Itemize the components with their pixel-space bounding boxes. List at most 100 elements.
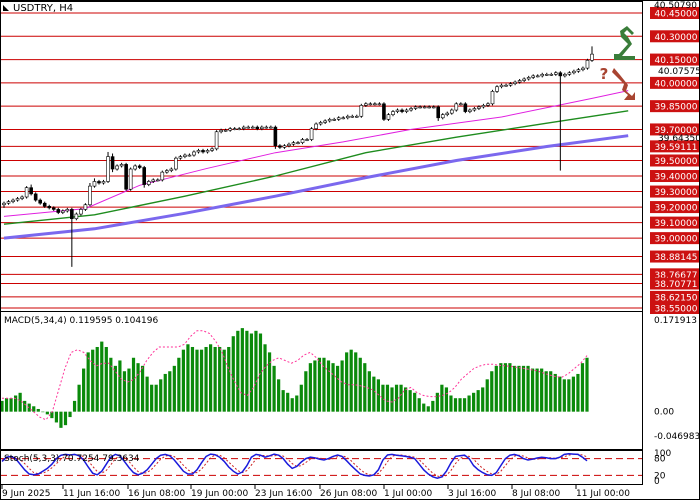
candle-body	[70, 209, 74, 220]
candle	[513, 80, 517, 86]
macd-histogram-bar	[462, 398, 467, 412]
candle-body	[282, 145, 287, 148]
candle-body	[454, 103, 459, 111]
candle	[20, 195, 24, 201]
candle-body	[526, 77, 531, 80]
level-label: 40.45000	[655, 9, 698, 19]
candle	[174, 156, 178, 171]
candle-body	[110, 156, 115, 170]
macd-histogram-bar	[453, 398, 458, 412]
candle-body	[309, 128, 314, 140]
candle-body	[155, 179, 160, 182]
macd-histogram-bar	[18, 392, 22, 412]
candle-body	[522, 78, 526, 81]
candle-body	[210, 148, 214, 151]
candle-body	[119, 164, 124, 167]
macd-histogram-bar	[150, 384, 154, 412]
level-label: 38.76677	[655, 271, 698, 281]
macd-histogram-bar	[508, 363, 512, 412]
macd-histogram-bar	[585, 357, 589, 412]
candle-body	[368, 103, 373, 106]
candle	[287, 142, 291, 148]
level-label: 38.55000	[655, 305, 698, 315]
macd-histogram-bar	[290, 398, 294, 412]
candle-body	[513, 81, 517, 84]
macd-histogram-bar	[236, 330, 240, 412]
macd-histogram-bar	[472, 392, 476, 412]
candle-body	[214, 131, 219, 150]
macd-histogram-bar	[213, 346, 217, 412]
candle	[391, 110, 395, 117]
candle-body	[278, 145, 282, 148]
candle	[74, 212, 79, 221]
macd-histogram-bar	[104, 346, 108, 412]
macd-histogram-bar	[490, 371, 494, 412]
candle	[183, 153, 187, 159]
macd-histogram-bar	[571, 376, 575, 412]
time-tick-label: 3 Jul 16:00	[448, 489, 497, 499]
macd-histogram-bar	[345, 352, 349, 412]
candle	[269, 125, 273, 129]
candle-body	[296, 142, 300, 144]
candle	[477, 105, 481, 111]
candle	[88, 183, 92, 207]
candle	[318, 120, 323, 126]
candle	[581, 66, 585, 72]
macd-histogram-bar	[485, 379, 489, 412]
candle-body	[354, 115, 359, 118]
candle	[323, 119, 327, 125]
candle	[454, 102, 459, 112]
candle	[146, 179, 151, 187]
level-tag	[650, 232, 700, 245]
candle-body	[581, 67, 585, 70]
candle-body	[42, 202, 47, 207]
macd-histogram-bar	[209, 344, 213, 412]
candle	[260, 125, 264, 131]
candle-body	[97, 181, 101, 184]
candle	[468, 108, 472, 114]
candle-body	[92, 181, 97, 187]
macd-histogram-bar	[535, 368, 539, 412]
macd-histogram-bar	[517, 365, 521, 412]
candle-body	[345, 115, 350, 119]
candle	[24, 186, 29, 199]
level-tag	[650, 140, 700, 153]
candle-body	[472, 108, 477, 111]
macd-histogram-bar	[494, 365, 498, 412]
candle-body	[386, 114, 391, 120]
candle-body	[24, 187, 29, 198]
candle-body	[427, 106, 431, 109]
macd-histogram-bar	[399, 384, 403, 412]
candle	[554, 71, 558, 76]
candle	[404, 108, 409, 114]
macd-histogram-bar	[467, 395, 471, 412]
macd-histogram-bar	[272, 365, 276, 412]
candle-body	[504, 84, 508, 87]
candle-body	[323, 120, 327, 123]
macd-histogram-bar	[349, 349, 353, 412]
candle-body	[382, 103, 386, 120]
candle-body	[440, 114, 445, 119]
candle	[508, 82, 513, 87]
candle	[278, 144, 282, 149]
candle-body	[174, 157, 178, 170]
candle-body	[413, 106, 418, 109]
candle-body	[232, 128, 237, 130]
macd-histogram-bar	[503, 363, 507, 412]
candle-body	[178, 156, 183, 159]
macd-histogram-bar	[263, 344, 267, 412]
candle	[413, 105, 418, 111]
candle	[205, 148, 210, 154]
candle	[504, 83, 508, 87]
price-extra-label: 40.07575	[658, 67, 700, 77]
macd-histogram-bar	[521, 365, 526, 412]
macd-histogram-bar	[390, 387, 394, 412]
level-tag	[650, 277, 700, 290]
candle	[273, 125, 278, 149]
candle-body	[332, 119, 336, 121]
candle	[314, 122, 318, 131]
candle-body	[79, 209, 83, 215]
macd-histogram-bar	[204, 346, 208, 412]
level-label: 39.85000	[655, 103, 698, 113]
